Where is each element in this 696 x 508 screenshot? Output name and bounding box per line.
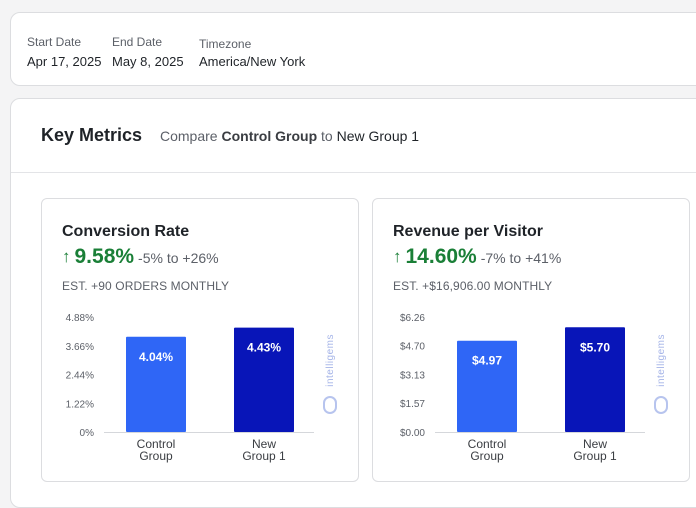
timezone-field[interactable]: Timezone America/New York	[199, 37, 305, 69]
lift-row: ↑ 9.58% -5% to +26%	[62, 245, 219, 269]
start-date-value: Apr 17, 2025	[27, 54, 102, 69]
revenue-per-visitor-chart: $0.00$1.57$3.13$4.70$6.26$4.97ControlGro…	[400, 313, 645, 463]
compare-groups-text: Compare Control Group to New Group 1	[160, 128, 419, 144]
bar-value-label: $5.70	[580, 340, 610, 354]
control-group-bar[interactable]	[457, 340, 517, 432]
control-group-bar[interactable]	[126, 336, 186, 432]
end-date-label: End Date	[112, 35, 163, 49]
intelligems-watermark: intelligems	[325, 334, 336, 387]
x-category-label: Control	[468, 437, 507, 451]
y-tick-label: $4.70	[400, 342, 425, 353]
confidence-range: -7% to +41%	[480, 250, 562, 266]
x-category-label: Group	[139, 449, 173, 463]
end-date-value: May 8, 2025	[112, 54, 184, 69]
y-tick-label: 4.88%	[66, 313, 94, 324]
y-tick-label: 3.66%	[66, 342, 94, 353]
arrow-up-icon: ↑	[62, 247, 71, 266]
arrow-up-icon: ↑	[393, 247, 402, 266]
metric-title: Conversion Rate	[62, 223, 190, 240]
x-category-label: New	[252, 437, 276, 451]
x-category-label: Group 1	[242, 449, 286, 463]
x-category-label: New	[583, 437, 607, 451]
new-group-bar[interactable]	[565, 327, 625, 432]
new-group-bar[interactable]	[234, 327, 294, 432]
y-tick-label: 2.44%	[66, 371, 94, 382]
start-date-label: Start Date	[27, 35, 82, 49]
y-tick-label: $1.57	[400, 399, 425, 410]
confidence-range: -5% to +26%	[138, 250, 219, 266]
bar-value-label: 4.43%	[247, 341, 281, 355]
y-tick-label: 1.22%	[66, 399, 94, 410]
estimate-text: EST. +90 ORDERS MONTHLY	[62, 279, 230, 293]
intelligems-logo-icon	[654, 396, 668, 414]
x-category-label: Group 1	[573, 449, 617, 463]
start-date-field[interactable]: Start Date Apr 17, 2025	[27, 35, 101, 69]
key-metrics-title: Key Metrics	[41, 125, 143, 145]
lift-row: ↑ 14.60% -7% to +41%	[393, 245, 561, 269]
lift-value: 9.58%	[74, 245, 135, 268]
date-range-card: Start Date Apr 17, 2025 End Date May 8, …	[10, 12, 696, 86]
bar-value-label: 4.04%	[139, 350, 173, 364]
y-tick-label: $3.13	[400, 371, 425, 382]
x-category-label: Group	[470, 449, 504, 463]
timezone-value: America/New York	[199, 54, 306, 69]
revenue-per-visitor-panel: Revenue per Visitor ↑ 14.60% -7% to +41% E…	[372, 198, 690, 482]
intelligems-logo-icon	[323, 396, 337, 414]
end-date-field[interactable]: End Date May 8, 2025	[112, 35, 184, 69]
bar-value-label: $4.97	[472, 354, 502, 368]
lift-value: 14.60%	[405, 245, 477, 268]
y-tick-label: 0%	[80, 428, 95, 439]
x-category-label: Control	[137, 437, 176, 451]
estimate-text: EST. +$16,906.00 MONTHLY	[393, 279, 553, 293]
compare-prefix: Compare	[160, 128, 218, 144]
intelligems-watermark: intelligems	[656, 334, 667, 387]
y-tick-label: $0.00	[400, 428, 425, 439]
compare-to: to	[321, 128, 333, 144]
y-tick-label: $6.26	[400, 313, 425, 324]
metric-title: Revenue per Visitor	[393, 223, 543, 240]
key-metrics-header: Key Metrics Compare Control Group to New…	[11, 99, 696, 173]
control-group-selector[interactable]: Control Group	[221, 128, 318, 144]
conversion-rate-panel: Conversion Rate ↑ 9.58% -5% to +26% EST. +…	[41, 198, 359, 482]
new-group-selector[interactable]: New Group 1	[336, 128, 420, 144]
timezone-label: Timezone	[199, 37, 252, 51]
